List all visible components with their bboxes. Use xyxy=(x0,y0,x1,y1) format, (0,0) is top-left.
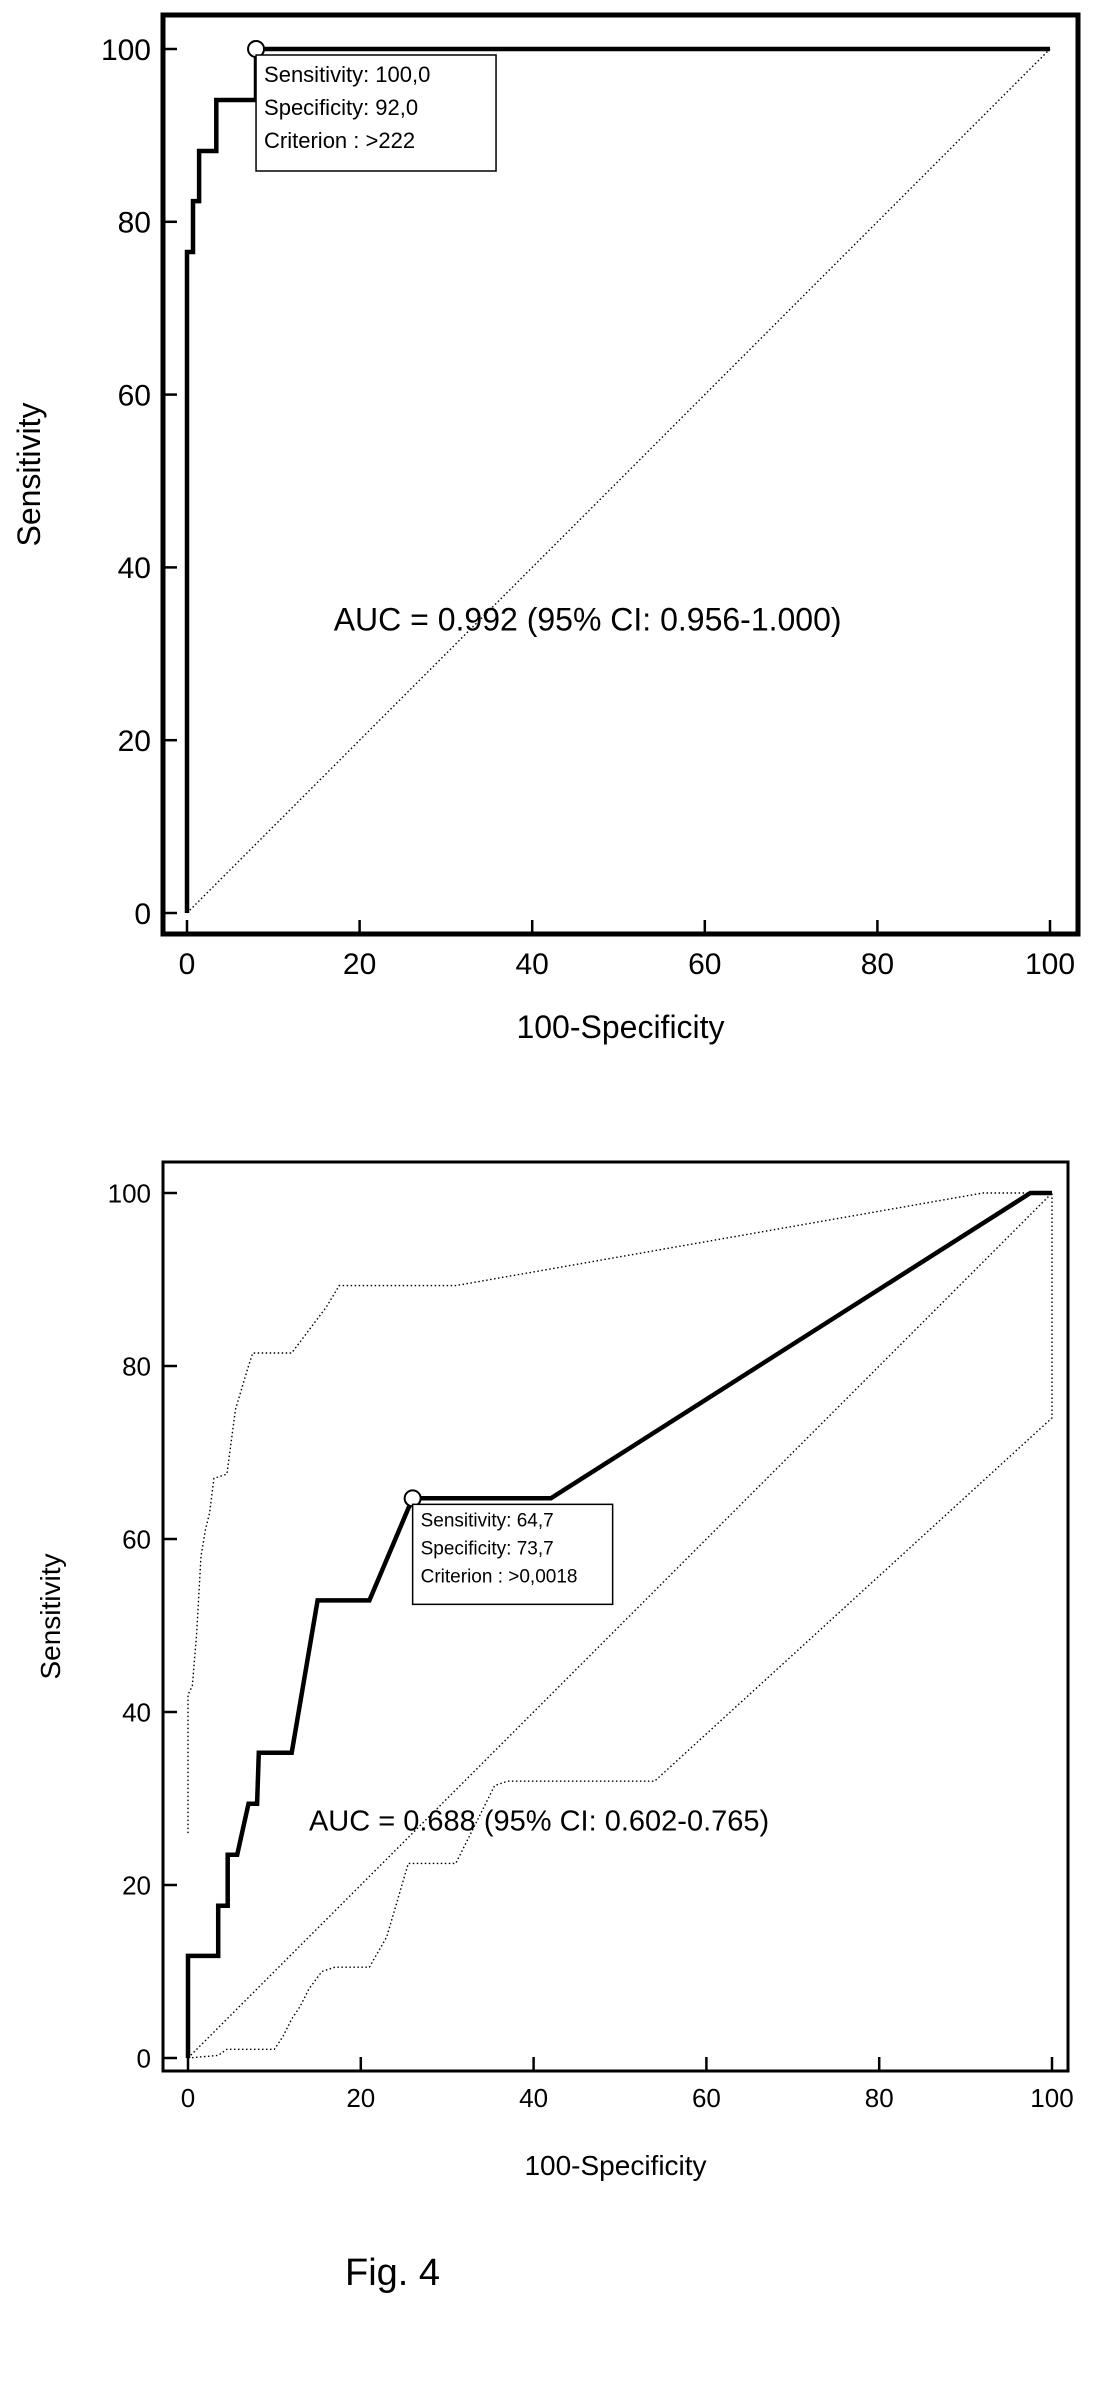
criterion-annotation-line: Criterion : >222 xyxy=(264,128,415,153)
plot-frame xyxy=(161,1160,1070,2073)
y-tick-label: 60 xyxy=(118,379,151,412)
roc-chart-1: 0 20 40 60 80 100 0 20 40 60 80 100 100-Specificity S… xyxy=(11,12,1081,1045)
x-tick-label: 0 xyxy=(179,948,196,981)
y-tick-label: 80 xyxy=(118,207,151,240)
roc-chart-2: 0 20 40 60 80 100 0 20 40 60 80 100 100-Specificity S… xyxy=(35,1160,1074,2181)
reference-curve xyxy=(186,48,1051,914)
x-tick-label: 40 xyxy=(516,948,549,981)
y-tick-label: 100 xyxy=(108,1178,151,1208)
criterion-annotation-line: Sensitivity: 100,0 xyxy=(264,62,430,87)
criterion-annotation-line: Sensitivity: 64,7 xyxy=(421,1510,554,1531)
x-tick-label: 0 xyxy=(181,2083,195,2113)
figure-caption: Fig. 4 xyxy=(345,2252,441,2294)
auc-label: AUC = 0.688 (95% CI: 0.602-0.765) xyxy=(309,1805,769,1837)
y-tick-label: 0 xyxy=(134,898,151,931)
x-axis-title: 100-Specificity xyxy=(524,2150,706,2181)
ci-lower-curve xyxy=(187,1193,1053,2059)
plot-frame xyxy=(160,12,1081,937)
y-tick-label: 20 xyxy=(122,1870,151,1900)
x-tick-label: 60 xyxy=(692,2083,721,2113)
roc-curve xyxy=(185,1190,1052,2058)
x-tick-label: 60 xyxy=(688,948,721,981)
y-axis-title: Sensitivity xyxy=(35,1553,66,1679)
criterion-annotation-line: Specificity: 73,7 xyxy=(421,1538,554,1559)
x-tick-label: 20 xyxy=(346,2083,375,2113)
y-tick-label: 80 xyxy=(122,1351,151,1381)
x-tick-label: 20 xyxy=(343,948,376,981)
reference-curve xyxy=(187,1192,1053,2059)
x-tick-label: 80 xyxy=(865,2083,894,2113)
x-axis-title: 100-Specificity xyxy=(516,1009,724,1045)
x-tick-label: 100 xyxy=(1030,2083,1073,2113)
y-tick-label: 40 xyxy=(122,1697,151,1727)
auc-label: AUC = 0.992 (95% CI: 0.956-1.000) xyxy=(334,601,842,637)
criterion-annotation-line: Specificity: 92,0 xyxy=(264,95,418,120)
criterion-annotation-line: Criterion : >0,0018 xyxy=(421,1566,578,1587)
x-tick-label: 40 xyxy=(519,2083,548,2113)
y-tick-label: 60 xyxy=(122,1524,151,1554)
y-axis-title: Sensitivity xyxy=(11,402,47,546)
roc-curve xyxy=(184,46,1050,913)
y-tick-label: 20 xyxy=(118,725,151,758)
x-tick-label: 80 xyxy=(861,948,894,981)
criterion-annotation-box xyxy=(255,54,497,172)
y-tick-label: 40 xyxy=(118,552,151,585)
x-tick-label: 100 xyxy=(1025,948,1075,981)
y-tick-label: 100 xyxy=(101,34,151,67)
y-tick-label: 0 xyxy=(137,2043,151,2073)
ci-upper-curve xyxy=(187,1192,1052,1834)
criterion-annotation-box xyxy=(411,1503,614,1606)
